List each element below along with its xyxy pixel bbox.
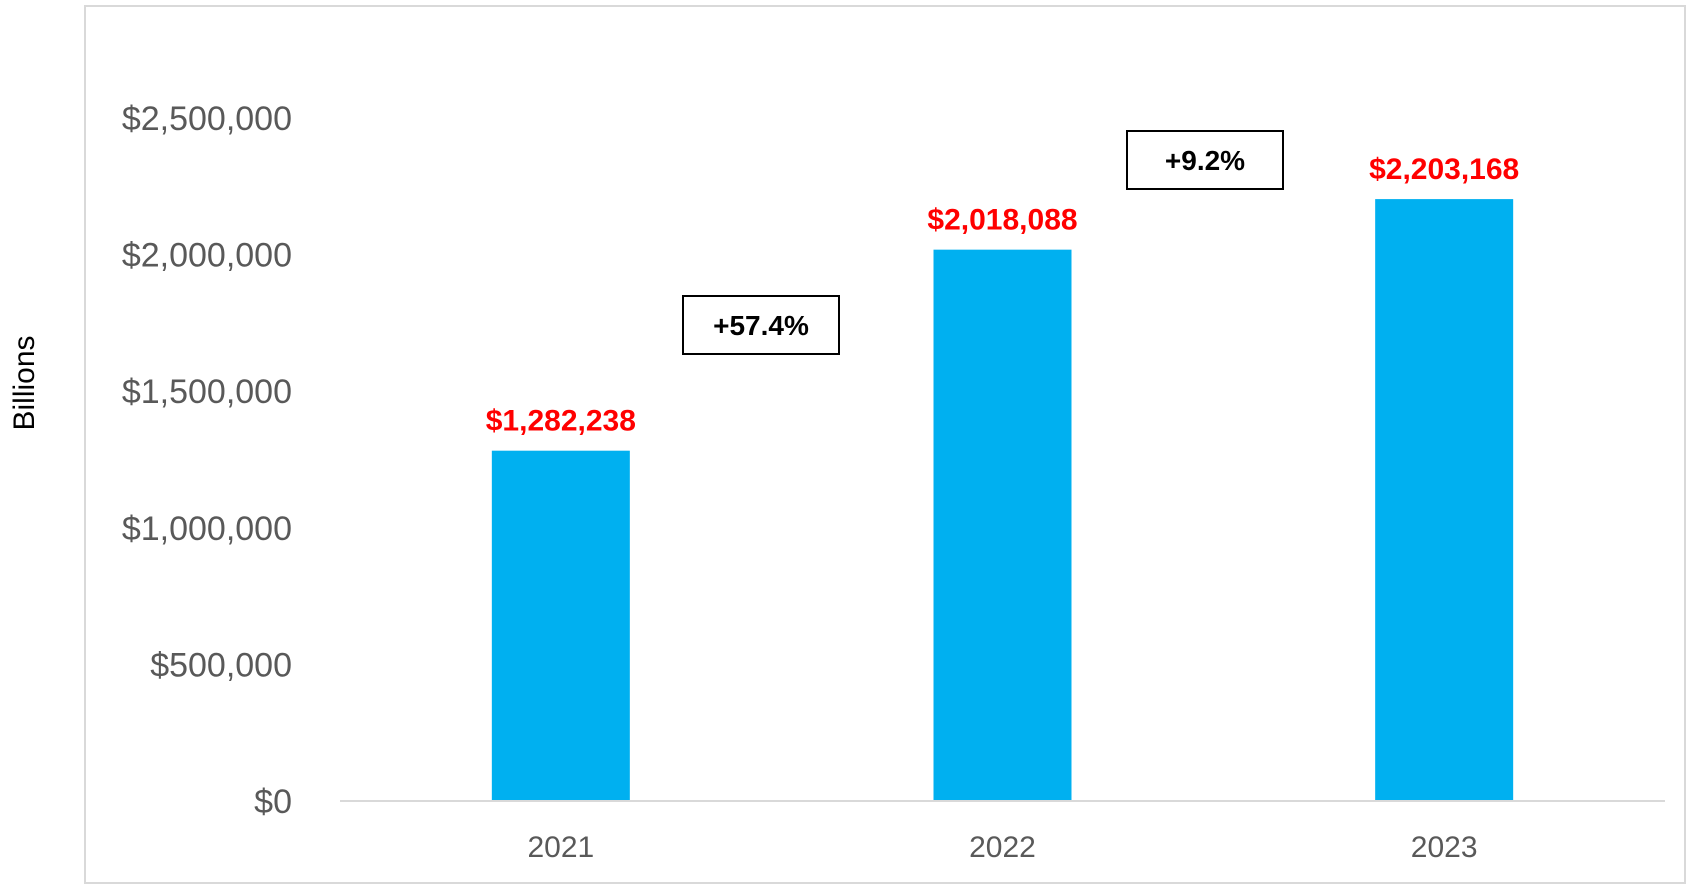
bar (1375, 199, 1514, 802)
chart-frame (84, 5, 1686, 884)
bar-data-label: $1,282,238 (486, 405, 636, 438)
annotation-text: +9.2% (1165, 145, 1245, 176)
x-axis-ticks: 2021 2022 2023 (527, 831, 1477, 864)
x-tick-label: 2023 (1411, 831, 1478, 864)
bar (933, 249, 1072, 802)
growth-annotation: +9.2% (1126, 130, 1284, 190)
y-tick-label: $2,500,000 (122, 100, 292, 138)
annotation-box (682, 295, 840, 355)
bar-series (491, 199, 1514, 802)
data-labels: $1,282,238 $2,018,088 $2,203,168 (486, 153, 1519, 438)
y-tick-label: $2,000,000 (122, 237, 292, 275)
y-axis-ticks: $0 $500,000 $1,000,000 $1,500,000 $2,000,000… (122, 100, 292, 821)
bar-data-label: $2,018,088 (927, 204, 1077, 237)
y-tick-label: $1,500,000 (122, 373, 292, 411)
bar (491, 450, 630, 801)
growth-annotations: +57.4% +9.2% (682, 130, 1284, 355)
growth-annotation: +57.4% (682, 295, 840, 355)
bar-data-label: $2,203,168 (1369, 153, 1519, 186)
x-tick-label: 2022 (969, 831, 1036, 864)
y-tick-label: $500,000 (150, 646, 292, 684)
annotation-box (1126, 130, 1284, 190)
y-tick-label: $0 (254, 783, 292, 821)
annotation-text: +57.4% (713, 310, 809, 341)
x-tick-label: 2021 (527, 831, 594, 864)
y-tick-label: $1,000,000 (122, 510, 292, 548)
y-axis-label: Billions (8, 335, 41, 430)
